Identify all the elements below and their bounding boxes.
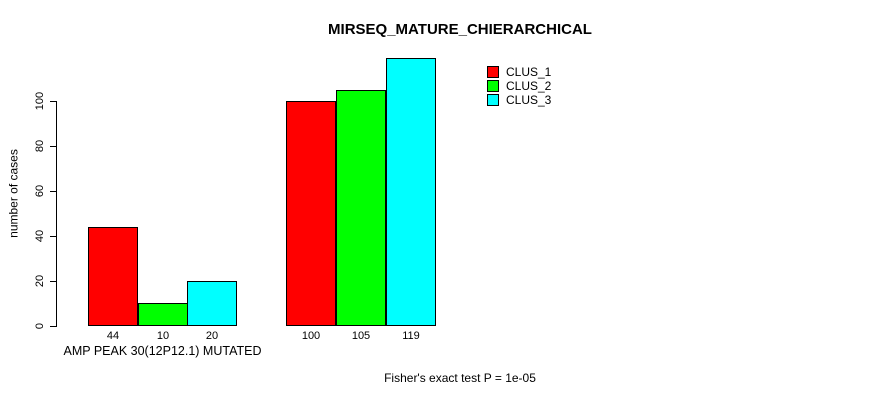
bar-clus_1-group2 (286, 101, 336, 326)
legend-entry-clus_2: CLUS_2 (487, 79, 551, 93)
y-tick-label: 100 (34, 91, 46, 111)
bar-value-label: 44 (106, 330, 120, 342)
legend-label: CLUS_1 (506, 65, 552, 79)
legend-entry-clus_3: CLUS_3 (487, 93, 551, 107)
bar-value-label: 20 (205, 330, 219, 342)
legend-label: CLUS_3 (506, 93, 552, 107)
y-tick-label: 60 (34, 184, 46, 198)
y-tick-mark (50, 236, 56, 237)
x-axis-group-label: AMP PEAK 30(12P12.1) MUTATED (63, 344, 262, 358)
y-axis-label: number of cases (6, 149, 21, 238)
y-tick-label: 20 (34, 274, 46, 288)
y-tick-mark (50, 146, 56, 147)
bar-value-label: 105 (351, 330, 371, 342)
y-tick-label: 80 (34, 139, 46, 153)
y-tick-mark (50, 101, 56, 102)
legend: CLUS_1 CLUS_2 CLUS_3 (487, 65, 551, 107)
chart-title: MIRSEQ_MATURE_CHIERARCHICAL (328, 21, 592, 38)
bar-clus_2-group1 (138, 303, 188, 326)
legend-entry-clus_1: CLUS_1 (487, 65, 551, 79)
bar-value-label: 119 (402, 330, 420, 342)
y-tick-mark (50, 191, 56, 192)
legend-swatch (487, 94, 499, 106)
y-tick-label: 40 (34, 229, 46, 243)
legend-swatch (487, 80, 499, 92)
bar-clus_3-group1 (187, 281, 237, 326)
bar-value-label: 10 (156, 330, 170, 342)
y-tick-mark (50, 281, 56, 282)
fisher-test-annotation: Fisher's exact test P = 1e-05 (384, 371, 536, 385)
y-tick-mark (50, 326, 56, 327)
bar-clus_1-group1 (88, 227, 138, 326)
legend-label: CLUS_2 (506, 79, 552, 93)
y-tick-label: 0 (34, 322, 46, 330)
y-axis-line (56, 101, 57, 327)
bar-clus_3-group2 (386, 58, 436, 326)
bar-clus_2-group2 (336, 90, 386, 326)
bar-value-label: 100 (301, 330, 321, 342)
legend-swatch (487, 66, 499, 78)
